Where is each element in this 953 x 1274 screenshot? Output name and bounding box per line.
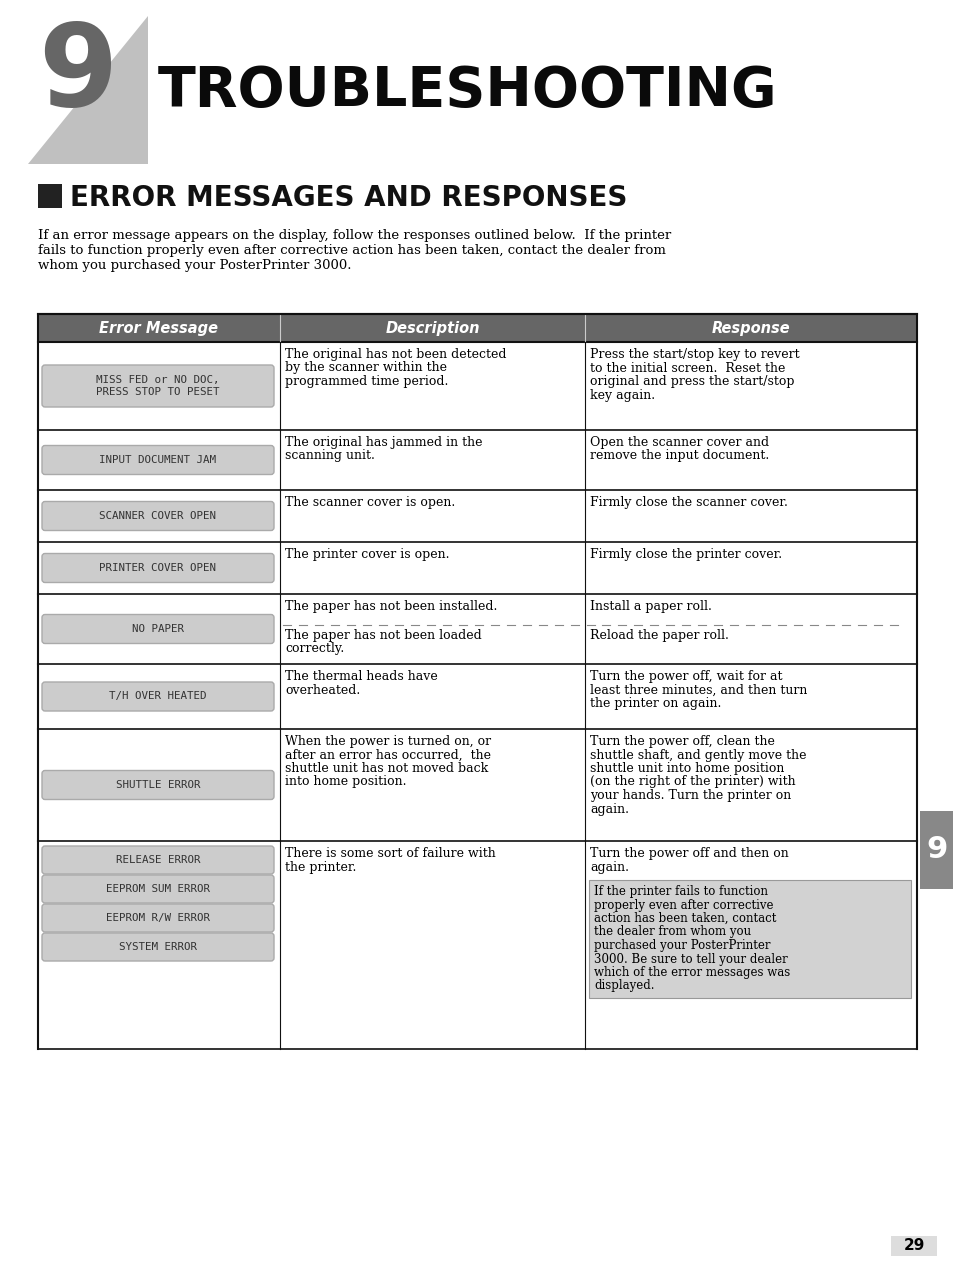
Text: original and press the start/stop: original and press the start/stop [589,375,794,389]
Bar [890,1236,936,1256]
Text: whom you purchased your PosterPrinter 3000.: whom you purchased your PosterPrinter 30… [38,259,351,273]
Text: the printer.: the printer. [285,860,356,874]
Bar [38,183,62,208]
Text: The paper has not been loaded: The paper has not been loaded [285,629,481,642]
FancyBboxPatch shape [42,446,274,474]
Text: after an error has occurred,  the: after an error has occurred, the [285,749,491,762]
FancyBboxPatch shape [42,905,274,933]
FancyBboxPatch shape [42,846,274,874]
Text: to the initial screen.  Reset the: to the initial screen. Reset the [589,362,784,375]
Text: which of the error messages was: which of the error messages was [594,966,789,978]
Text: When the power is turned on, or: When the power is turned on, or [285,735,491,748]
Text: Turn the power off, wait for at: Turn the power off, wait for at [589,670,781,683]
Text: shuttle shaft, and gently move the: shuttle shaft, and gently move the [589,749,805,762]
Text: Firmly close the printer cover.: Firmly close the printer cover. [589,548,781,561]
Text: Firmly close the scanner cover.: Firmly close the scanner cover. [589,496,787,510]
Text: scanning unit.: scanning unit. [285,450,375,462]
Text: T/H OVER HEATED: T/H OVER HEATED [110,692,207,702]
Text: Reload the paper roll.: Reload the paper roll. [589,629,728,642]
Text: MISS FED or NO DOC,
PRESS STOP TO PESET: MISS FED or NO DOC, PRESS STOP TO PESET [96,376,219,396]
Text: fails to function properly even after corrective action has been taken, contact : fails to function properly even after co… [38,245,665,257]
Text: ERROR MESSAGES AND RESPONSES: ERROR MESSAGES AND RESPONSES [70,183,627,211]
Text: Error Message: Error Message [99,321,218,335]
Text: displayed.: displayed. [594,980,654,992]
Text: by the scanner within the: by the scanner within the [285,362,447,375]
FancyBboxPatch shape [42,933,274,961]
Text: Open the scanner cover and: Open the scanner cover and [589,436,768,448]
Text: (on the right of the printer) with: (on the right of the printer) with [589,776,795,789]
Text: Response: Response [711,321,789,335]
Text: INPUT DOCUMENT JAM: INPUT DOCUMENT JAM [99,455,216,465]
Text: If the printer fails to function: If the printer fails to function [594,885,767,898]
Text: into home position.: into home position. [285,776,406,789]
Text: If an error message appears on the display, follow the responses outlined below.: If an error message appears on the displ… [38,229,671,242]
Text: again.: again. [589,860,628,874]
Text: 3000. Be sure to tell your dealer: 3000. Be sure to tell your dealer [594,953,787,966]
Bar [38,313,916,341]
Text: NO PAPER: NO PAPER [132,624,184,634]
Text: Press the start/stop key to revert: Press the start/stop key to revert [589,348,799,361]
Text: the dealer from whom you: the dealer from whom you [594,925,750,939]
FancyBboxPatch shape [42,553,274,582]
Text: The printer cover is open.: The printer cover is open. [285,548,449,561]
Text: RELEASE ERROR: RELEASE ERROR [115,855,200,865]
Text: remove the input document.: remove the input document. [589,450,768,462]
Text: EEPROM SUM ERROR: EEPROM SUM ERROR [106,884,210,894]
Text: overheated.: overheated. [285,683,360,697]
Text: SHUTTLE ERROR: SHUTTLE ERROR [115,780,200,790]
Text: The thermal heads have: The thermal heads have [285,670,437,683]
Text: The paper has not been installed.: The paper has not been installed. [285,600,497,613]
Text: 29: 29 [902,1238,923,1254]
Text: The original has jammed in the: The original has jammed in the [285,436,482,448]
FancyBboxPatch shape [42,771,274,800]
Text: shuttle unit into home position: shuttle unit into home position [589,762,783,775]
FancyBboxPatch shape [42,875,274,903]
Text: SYSTEM ERROR: SYSTEM ERROR [119,941,196,952]
Text: correctly.: correctly. [285,642,344,655]
Text: least three minutes, and then turn: least three minutes, and then turn [589,683,806,697]
Text: shuttle unit has not moved back: shuttle unit has not moved back [285,762,488,775]
Text: Install a paper roll.: Install a paper roll. [589,600,711,613]
Bar [919,812,953,889]
FancyBboxPatch shape [42,364,274,406]
FancyBboxPatch shape [42,502,274,530]
Text: EEPROM R/W ERROR: EEPROM R/W ERROR [106,913,210,922]
Text: the printer on again.: the printer on again. [589,697,720,710]
Text: Turn the power off, clean the: Turn the power off, clean the [589,735,774,748]
FancyBboxPatch shape [42,614,274,643]
Text: 9: 9 [925,836,946,865]
Text: programmed time period.: programmed time period. [285,375,448,389]
Text: PRINTER COVER OPEN: PRINTER COVER OPEN [99,563,216,573]
Text: 9: 9 [38,19,117,130]
Text: TROUBLESHOOTING: TROUBLESHOOTING [158,64,777,118]
Text: properly even after corrective: properly even after corrective [594,898,773,911]
Text: Description: Description [385,321,479,335]
FancyBboxPatch shape [42,682,274,711]
Text: The original has not been detected: The original has not been detected [285,348,506,361]
Polygon shape [28,17,148,164]
Text: SCANNER COVER OPEN: SCANNER COVER OPEN [99,511,216,521]
Text: purchased your PosterPrinter: purchased your PosterPrinter [594,939,770,952]
Text: key again.: key again. [589,389,655,401]
Text: The scanner cover is open.: The scanner cover is open. [285,496,455,510]
Text: There is some sort of failure with: There is some sort of failure with [285,847,496,860]
Text: your hands. Turn the printer on: your hands. Turn the printer on [589,789,790,803]
Text: action has been taken, contact: action has been taken, contact [594,912,776,925]
Bar [588,880,910,998]
Text: Turn the power off and then on: Turn the power off and then on [589,847,788,860]
Text: again.: again. [589,803,628,815]
